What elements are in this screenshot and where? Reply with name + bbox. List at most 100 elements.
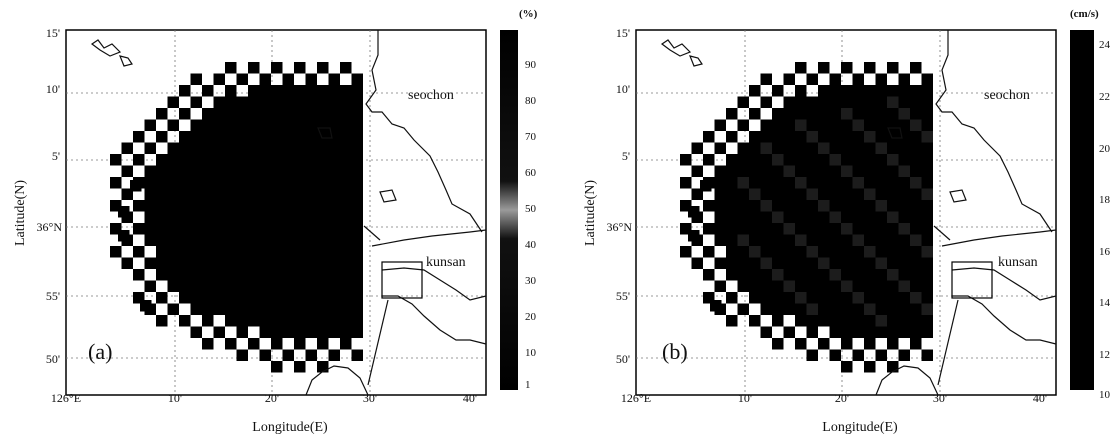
place-label-kunsan-a: kunsan — [426, 255, 466, 270]
data-cell — [351, 223, 363, 235]
data-cell — [317, 108, 329, 120]
data-cell — [351, 315, 363, 327]
data-cell — [910, 154, 922, 166]
panel-label-b: (b) — [662, 339, 688, 364]
data-cell — [167, 257, 179, 269]
data-cell — [910, 188, 922, 200]
data-cell — [328, 349, 340, 361]
data-cell — [875, 85, 887, 97]
ytick-b-3: 36°N — [607, 220, 633, 234]
data-cell — [749, 188, 761, 200]
data-cell — [864, 234, 876, 246]
data-cell — [749, 131, 761, 143]
cb-a-tick-1: 80 — [525, 95, 537, 107]
data-cell — [783, 234, 795, 246]
data-cell — [910, 257, 922, 269]
data-cell — [167, 177, 179, 189]
data-cell — [118, 206, 130, 218]
data-cell — [841, 62, 853, 74]
data-cell — [806, 154, 818, 166]
data-cell — [875, 223, 887, 235]
xtick-b-4: 40' — [1033, 391, 1047, 405]
data-cell — [829, 326, 841, 338]
data-cell — [282, 292, 294, 304]
data-cell — [760, 96, 772, 108]
data-cell — [144, 165, 156, 177]
data-cell — [806, 200, 818, 212]
xtick-b-1: 10' — [738, 391, 752, 405]
data-cell — [271, 85, 283, 97]
data-cell — [305, 108, 317, 120]
data-cell — [259, 257, 271, 269]
data-cell — [806, 142, 818, 154]
data-cell — [783, 73, 795, 85]
data-cell — [818, 62, 830, 74]
data-cell — [202, 85, 214, 97]
data-cell — [213, 234, 225, 246]
data-cell — [351, 234, 363, 246]
data-cell — [294, 85, 306, 97]
data-cell — [875, 73, 887, 85]
data-cell — [328, 73, 340, 85]
data-cell — [213, 246, 225, 258]
data-cell — [294, 177, 306, 189]
data-cell — [921, 200, 933, 212]
data-cells-a — [110, 62, 363, 373]
data-cell — [726, 165, 738, 177]
data-cell — [818, 280, 830, 292]
data-cell — [875, 292, 887, 304]
data-cell — [317, 200, 329, 212]
data-cell — [317, 142, 329, 154]
data-cell — [317, 62, 329, 74]
data-cell — [760, 280, 772, 292]
data-cell — [282, 257, 294, 269]
data-cell — [144, 200, 156, 212]
data-cell — [714, 119, 726, 131]
data-cell — [282, 200, 294, 212]
data-cell — [783, 200, 795, 212]
data-cell — [340, 246, 352, 258]
data-cell — [156, 131, 168, 143]
data-cell — [248, 234, 260, 246]
data-cell — [305, 200, 317, 212]
data-cell — [910, 280, 922, 292]
data-cell — [795, 62, 807, 74]
data-cell — [714, 234, 726, 246]
data-cell — [305, 211, 317, 223]
data-cell — [760, 246, 772, 258]
data-cell — [795, 200, 807, 212]
data-cell — [818, 177, 830, 189]
data-cell — [887, 85, 899, 97]
data-cell — [317, 188, 329, 200]
data-cell — [829, 303, 841, 315]
data-cell — [328, 131, 340, 143]
data-cell — [680, 223, 692, 235]
data-cell — [737, 211, 749, 223]
data-cell — [294, 315, 306, 327]
data-cell — [806, 211, 818, 223]
data-cell — [202, 108, 214, 120]
data-cell — [806, 257, 818, 269]
data-cell — [167, 96, 179, 108]
data-cell — [818, 246, 830, 258]
data-cell — [282, 119, 294, 131]
ytick-a-0: 15' — [46, 26, 60, 40]
data-cell — [248, 257, 260, 269]
data-cell — [691, 165, 703, 177]
data-cell — [852, 200, 864, 212]
data-cell — [202, 292, 214, 304]
data-cell — [317, 131, 329, 143]
data-cell — [156, 246, 168, 258]
data-cell — [898, 326, 910, 338]
data-cell — [841, 200, 853, 212]
data-cell — [760, 211, 772, 223]
data-cell — [910, 200, 922, 212]
data-cell — [130, 180, 142, 192]
data-cell — [910, 96, 922, 108]
data-cell — [156, 188, 168, 200]
data-cell — [144, 280, 156, 292]
data-cell — [317, 246, 329, 258]
data-cell — [875, 303, 887, 315]
data-cell — [248, 165, 260, 177]
data-cell — [921, 131, 933, 143]
